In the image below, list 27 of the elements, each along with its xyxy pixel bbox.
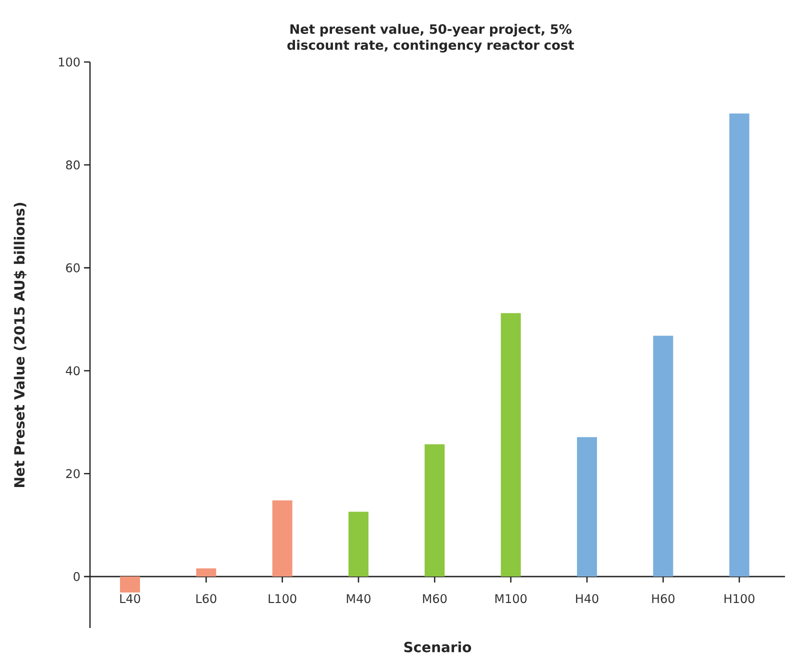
x-tick-label: M40 [346, 594, 370, 604]
x-tick-label: H100 [724, 594, 754, 604]
y-tick-label: 40 [66, 366, 80, 376]
bar [120, 576, 140, 592]
bar [424, 444, 445, 577]
chart-title: Net present value, 50-year project, 5% discount rate, contingency reactor cost [287, 24, 574, 52]
bar [348, 512, 368, 577]
bar [500, 313, 521, 577]
x-tick-label: L60 [196, 594, 216, 604]
bar [576, 437, 597, 577]
bar [272, 500, 292, 577]
x-tick-label: L40 [120, 594, 140, 604]
y-tick-label: 80 [66, 160, 80, 170]
x-axis-title: Scenario [404, 642, 472, 652]
x-tick-label: H40 [576, 594, 598, 604]
bar [196, 568, 216, 577]
y-tick-label: 100 [58, 57, 80, 67]
bar [653, 336, 674, 577]
y-tick-label: 20 [66, 469, 80, 478]
x-tick-label: L100 [268, 594, 296, 604]
y-axis-title: Net Preset Value (2015 AU$ billions) [14, 202, 26, 487]
bar [729, 113, 750, 577]
x-tick-label: M60 [423, 594, 447, 604]
y-tick-label: 60 [66, 263, 80, 272]
y-tick-label: 0 [74, 572, 80, 582]
x-tick-label: M100 [495, 594, 527, 604]
x-tick-label: H60 [652, 594, 674, 604]
